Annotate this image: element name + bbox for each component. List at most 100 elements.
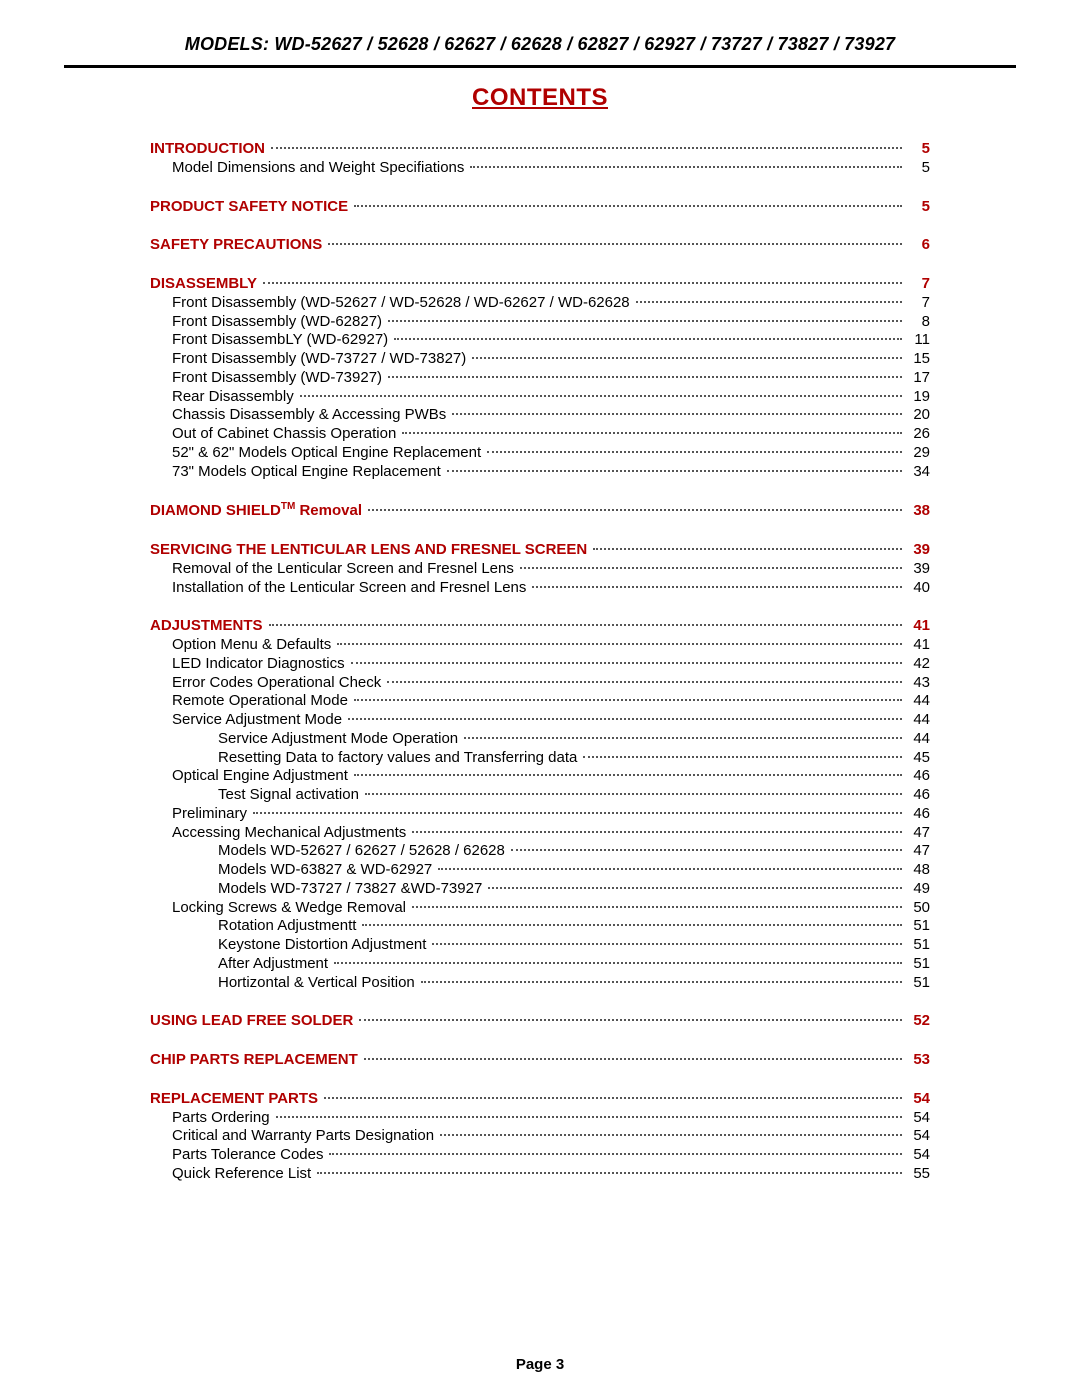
toc-item-page: 7 — [904, 294, 930, 313]
toc-section: USING LEAD FREE SOLDER 52 — [150, 1012, 930, 1031]
toc-item-row: Model Dimensions and Weight Specifiation… — [150, 159, 930, 178]
toc-leader — [271, 147, 902, 149]
toc-heading-page: 53 — [904, 1051, 930, 1070]
models-header: MODELS: WD-52627 / 52628 / 62627 / 62628… — [64, 34, 1016, 61]
toc-leader — [362, 924, 902, 926]
toc-item-label: Front Disassembly (WD-52627 / WD-52628 /… — [172, 294, 634, 313]
toc-item-label: Front DisassembLY (WD-62927) — [172, 331, 392, 350]
page-number: Page 3 — [0, 1356, 1080, 1373]
toc-section: ADJUSTMENTS41Option Menu & Defaults41LED… — [150, 617, 930, 992]
toc-item-label: Parts Ordering — [172, 1109, 274, 1128]
toc-item-page: 51 — [904, 955, 930, 974]
toc-item-label: Remote Operational Mode — [172, 692, 352, 711]
toc-heading-label: DISASSEMBLY — [150, 275, 261, 294]
toc-item-page: 54 — [904, 1109, 930, 1128]
toc-leader — [394, 338, 902, 340]
toc-item-label: Parts Tolerance Codes — [172, 1146, 327, 1165]
toc-item-label: Models WD-63827 & WD-62927 — [218, 861, 436, 880]
toc-item-label: Option Menu & Defaults — [172, 636, 335, 655]
toc-item-row: Models WD-73727 / 73827 &WD-7392749 — [150, 880, 930, 899]
toc-heading-page: 54 — [904, 1090, 930, 1109]
toc-leader — [337, 643, 902, 645]
toc-item-label: Hortizontal & Vertical Position — [218, 974, 419, 993]
toc-item-label: Rear Disassembly — [172, 388, 298, 407]
toc-heading-row: CHIP PARTS REPLACEMENT 53 — [150, 1051, 930, 1070]
toc-section: PRODUCT SAFETY NOTICE5 — [150, 198, 930, 217]
toc-section: SAFETY PRECAUTIONS6 — [150, 236, 930, 255]
toc-heading-page: 7 — [904, 275, 930, 294]
toc-item-page: 17 — [904, 369, 930, 388]
toc-item-page: 54 — [904, 1127, 930, 1146]
toc-item-label: After Adjustment — [218, 955, 332, 974]
toc-item-row: Rotation Adjustmentt51 — [150, 917, 930, 936]
toc-item-row: 52" & 62" Models Optical Engine Replacem… — [150, 444, 930, 463]
toc-item-row: Front Disassembly (WD-52627 / WD-52628 /… — [150, 294, 930, 313]
toc-leader — [488, 887, 902, 889]
toc-heading-label: PRODUCT SAFETY NOTICE — [150, 198, 352, 217]
toc-item-row: Chassis Disassembly & Accessing PWBs20 — [150, 406, 930, 425]
toc-item-row: Error Codes Operational Check43 — [150, 674, 930, 693]
toc-leader — [300, 395, 902, 397]
toc-item-page: 26 — [904, 425, 930, 444]
toc-item-row: Quick Reference List55 — [150, 1165, 930, 1184]
toc-leader — [388, 320, 902, 322]
toc-heading-label: DIAMOND SHIELDTM Removal — [150, 501, 366, 521]
toc-item-page: 15 — [904, 350, 930, 369]
toc-item-row: Out of Cabinet Chassis Operation26 — [150, 425, 930, 444]
toc-section: DISASSEMBLY 7 Front Disassembly (WD-52627 … — [150, 275, 930, 481]
toc-item-label: Front Disassembly (WD-73727 / WD-73827) — [172, 350, 470, 369]
toc-item-page: 8 — [904, 313, 930, 332]
toc-item-page: 40 — [904, 579, 930, 598]
table-of-contents: INTRODUCTION5Model Dimensions and Weight… — [150, 140, 930, 1184]
toc-heading-page: 38 — [904, 502, 930, 521]
toc-leader — [447, 470, 902, 472]
toc-item-page: 48 — [904, 861, 930, 880]
toc-item-row: Models WD-63827 & WD-62927 48 — [150, 861, 930, 880]
toc-leader — [387, 681, 902, 683]
toc-leader — [263, 282, 902, 284]
toc-item-page: 44 — [904, 692, 930, 711]
toc-item-page: 50 — [904, 899, 930, 918]
toc-item-page: 47 — [904, 824, 930, 843]
toc-section: INTRODUCTION5Model Dimensions and Weight… — [150, 140, 930, 178]
toc-leader — [593, 548, 902, 550]
toc-heading-row: PRODUCT SAFETY NOTICE5 — [150, 198, 930, 217]
toc-heading-label: USING LEAD FREE SOLDER — [150, 1012, 357, 1031]
toc-leader — [329, 1153, 902, 1155]
toc-item-row: LED Indicator Diagnostics42 — [150, 655, 930, 674]
toc-item-page: 51 — [904, 974, 930, 993]
toc-item-label: Front Disassembly (WD-62827) — [172, 313, 386, 332]
toc-leader — [487, 451, 902, 453]
toc-heading-row: REPLACEMENT PARTS 54 — [150, 1090, 930, 1109]
toc-item-page: 39 — [904, 560, 930, 579]
toc-heading-page: 52 — [904, 1012, 930, 1031]
toc-section: DIAMOND SHIELDTM Removal 38 — [150, 501, 930, 521]
toc-heading-label: ADJUSTMENTS — [150, 617, 267, 636]
toc-heading-label: REPLACEMENT PARTS — [150, 1090, 322, 1109]
toc-item-page: 44 — [904, 730, 930, 749]
toc-item-label: Service Adjustment Mode — [172, 711, 346, 730]
toc-item-row: Locking Screws & Wedge Removal50 — [150, 899, 930, 918]
toc-item-label: Test Signal activation — [218, 786, 363, 805]
toc-leader — [276, 1116, 902, 1118]
toc-item-row: Option Menu & Defaults41 — [150, 636, 930, 655]
toc-heading-label: SERVICING THE LENTICULAR LENS AND FRESNE… — [150, 541, 591, 560]
toc-item-row: Front DisassembLY (WD-62927)11 — [150, 331, 930, 350]
toc-heading-row: SERVICING THE LENTICULAR LENS AND FRESNE… — [150, 541, 930, 560]
toc-item-row: Critical and Warranty Parts Designation5… — [150, 1127, 930, 1146]
toc-heading-row: ADJUSTMENTS41 — [150, 617, 930, 636]
toc-item-label: Rotation Adjustmentt — [218, 917, 360, 936]
toc-item-row: Parts Tolerance Codes54 — [150, 1146, 930, 1165]
toc-item-page: 20 — [904, 406, 930, 425]
toc-item-label: 73" Models Optical Engine Replacement — [172, 463, 445, 482]
toc-item-row: Service Adjustment Mode44 — [150, 711, 930, 730]
toc-heading-label: SAFETY PRECAUTIONS — [150, 236, 326, 255]
toc-item-row: Rear Disassembly19 — [150, 388, 930, 407]
toc-item-row: After Adjustment 51 — [150, 955, 930, 974]
toc-leader — [334, 962, 902, 964]
toc-leader — [438, 868, 902, 870]
toc-leader — [412, 831, 902, 833]
toc-heading-label: CHIP PARTS REPLACEMENT — [150, 1051, 362, 1070]
toc-item-row: Remote Operational Mode 44 — [150, 692, 930, 711]
toc-item-label: Model Dimensions and Weight Specifiation… — [172, 159, 468, 178]
